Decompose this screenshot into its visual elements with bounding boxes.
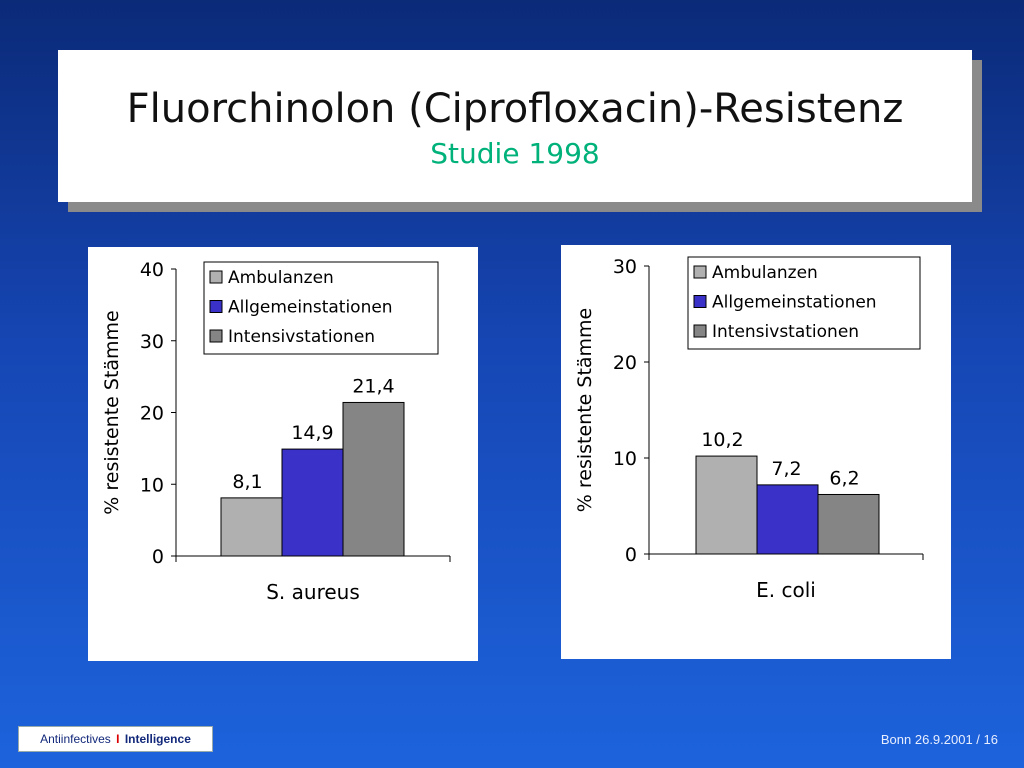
y-tick-label: 30: [613, 256, 637, 278]
legend-box: [687, 256, 921, 350]
bar-ambulanzen: [220, 497, 283, 557]
legend-swatch: [693, 295, 707, 308]
page-title: Fluorchinolon (Ciprofloxacin)-Resistenz: [126, 86, 904, 132]
y-tick-label: 10: [140, 474, 164, 496]
data-label: 6,2: [829, 467, 859, 489]
y-axis-label: % resistente Stämme: [574, 308, 596, 512]
legend-swatch: [693, 324, 707, 338]
legend-swatch: [209, 329, 223, 343]
bar-allgemeinstationen: [756, 484, 819, 555]
y-tick-label: 10: [613, 448, 637, 470]
legend-label: Intensivstationen: [712, 322, 859, 342]
legend-label: Ambulanzen: [228, 268, 334, 288]
x-axis-label: S. aureus: [266, 580, 360, 604]
legend-label: Allgemeinstationen: [228, 298, 393, 318]
chart-svg: 0 10 20 30 40 % resistente Stämme S. aureus 8,1…: [101, 259, 451, 604]
legend-label: Allgemeinstationen: [712, 293, 877, 313]
y-tick-label: 0: [152, 546, 164, 568]
y-tick-label: 20: [140, 403, 164, 425]
chart-panel-e-coli: 0 10 20 30 % resistente Stämme E. coli 10,2 7,2…: [561, 245, 951, 659]
data-label: 10,2: [701, 429, 743, 451]
y-tick-label: 20: [613, 352, 637, 374]
bar-allgemeinstationen: [281, 448, 344, 557]
y-axis-label: % resistente Stämme: [101, 310, 123, 514]
legend-label: Ambulanzen: [712, 263, 818, 283]
legend-label: Intensivstationen: [228, 327, 375, 347]
brand-separator: I: [116, 732, 120, 746]
chart-panel-s-aureus: 0 10 20 30 40 % resistente Stämme S. aureus 8,1…: [88, 247, 478, 661]
chart-svg: 0 10 20 30 % resistente Stämme E. coli 10,2 7,2…: [574, 256, 924, 602]
bar-intensivstationen: [817, 493, 880, 555]
brand-badge: Antiinfectives I Intelligence: [18, 726, 213, 752]
data-label: 21,4: [352, 375, 394, 397]
brand-name-right: Intelligence: [124, 732, 191, 746]
y-tick-label: 0: [625, 544, 637, 566]
legend-swatch: [209, 300, 223, 313]
brand-name-left: Antiinfectives: [40, 732, 111, 746]
legend-box: [203, 261, 439, 355]
bar-intensivstationen: [342, 401, 405, 557]
bar-ambulanzen: [695, 455, 758, 555]
y-tick-label: 40: [140, 259, 164, 281]
legend-swatch: [693, 265, 707, 279]
data-label: 14,9: [291, 422, 333, 444]
title-box: Fluorchinolon (Ciprofloxacin)-Resistenz …: [58, 50, 972, 202]
page-subtitle: Studie 1998: [430, 137, 600, 170]
legend-swatch: [209, 270, 223, 284]
y-tick-label: 30: [140, 331, 164, 353]
data-label: 7,2: [771, 458, 801, 480]
page-info: Bonn 26.9.2001 / 16: [880, 732, 998, 747]
x-axis-label: E. coli: [756, 578, 816, 602]
data-label: 8,1: [232, 471, 262, 493]
